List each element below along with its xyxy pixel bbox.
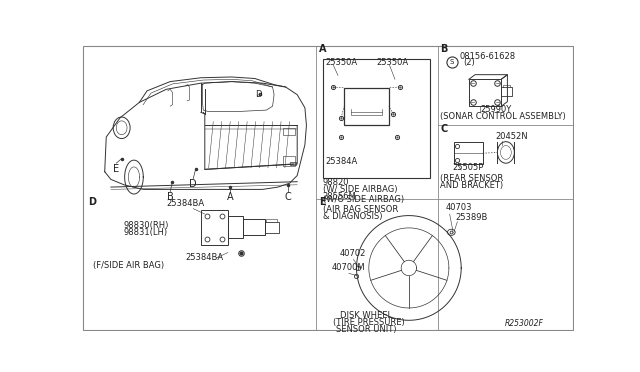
Text: SENSOR UNIT): SENSOR UNIT)	[337, 325, 397, 334]
Text: D: D	[88, 197, 96, 207]
Text: (W/ SIDE AIRBAG): (W/ SIDE AIRBAG)	[323, 185, 397, 194]
Text: (F/SIDE AIR BAG): (F/SIDE AIR BAG)	[93, 261, 164, 270]
Text: 98831(LH): 98831(LH)	[124, 228, 168, 237]
Text: S: S	[450, 58, 454, 65]
Text: C: C	[440, 124, 447, 134]
Text: A: A	[319, 44, 326, 54]
Bar	[501, 87, 512, 96]
Text: 25350A: 25350A	[376, 58, 408, 67]
Text: 25990Y: 25990Y	[481, 105, 512, 113]
Text: (SONAR CONTROL ASSEMBLY): (SONAR CONTROL ASSEMBLY)	[440, 112, 566, 121]
Text: E: E	[113, 164, 119, 174]
Bar	[228, 217, 243, 238]
Text: 20452N: 20452N	[496, 132, 529, 141]
Text: (REAR SENSOR: (REAR SENSOR	[440, 174, 504, 183]
Bar	[201, 210, 228, 245]
Text: 40703: 40703	[446, 203, 472, 212]
Text: 28556M: 28556M	[323, 192, 356, 201]
Text: 08156-61628: 08156-61628	[460, 52, 516, 61]
Text: D: D	[255, 90, 261, 99]
Text: (2): (2)	[463, 58, 474, 67]
Text: E: E	[319, 197, 325, 207]
Bar	[265, 222, 279, 232]
Text: DISK WHEEL: DISK WHEEL	[340, 311, 392, 320]
Text: 25384A: 25384A	[326, 157, 358, 166]
Text: R253002F: R253002F	[505, 319, 543, 328]
Bar	[289, 162, 296, 165]
Text: AND BRACKET): AND BRACKET)	[440, 181, 504, 190]
Text: D: D	[189, 179, 197, 189]
Bar	[454, 142, 483, 164]
Text: 98820: 98820	[323, 178, 349, 187]
Text: 25384BA: 25384BA	[166, 199, 204, 208]
Text: A: A	[227, 192, 234, 202]
Text: 25350A: 25350A	[326, 58, 358, 67]
Text: B: B	[167, 192, 173, 202]
Bar	[284, 128, 295, 135]
Text: & DIAGNOSIS): & DIAGNOSIS)	[323, 212, 382, 221]
Text: 25389B: 25389B	[455, 213, 488, 222]
Bar	[243, 219, 265, 235]
Text: 98830(RH): 98830(RH)	[124, 221, 170, 230]
Text: (W/O SIDE AIRBAG): (W/O SIDE AIRBAG)	[323, 196, 404, 205]
Text: 25505P: 25505P	[452, 163, 483, 172]
Text: 25384BA: 25384BA	[186, 253, 223, 262]
Text: 40702: 40702	[340, 249, 366, 259]
Text: 40700M: 40700M	[332, 263, 365, 272]
Text: B: B	[440, 44, 448, 54]
Bar	[284, 156, 295, 166]
Bar	[323, 58, 431, 178]
Text: (AIR BAG SENSOR: (AIR BAG SENSOR	[323, 205, 398, 214]
Text: (TIRE PRESSURE): (TIRE PRESSURE)	[333, 318, 405, 327]
Bar	[344, 88, 389, 125]
Text: C: C	[285, 192, 291, 202]
